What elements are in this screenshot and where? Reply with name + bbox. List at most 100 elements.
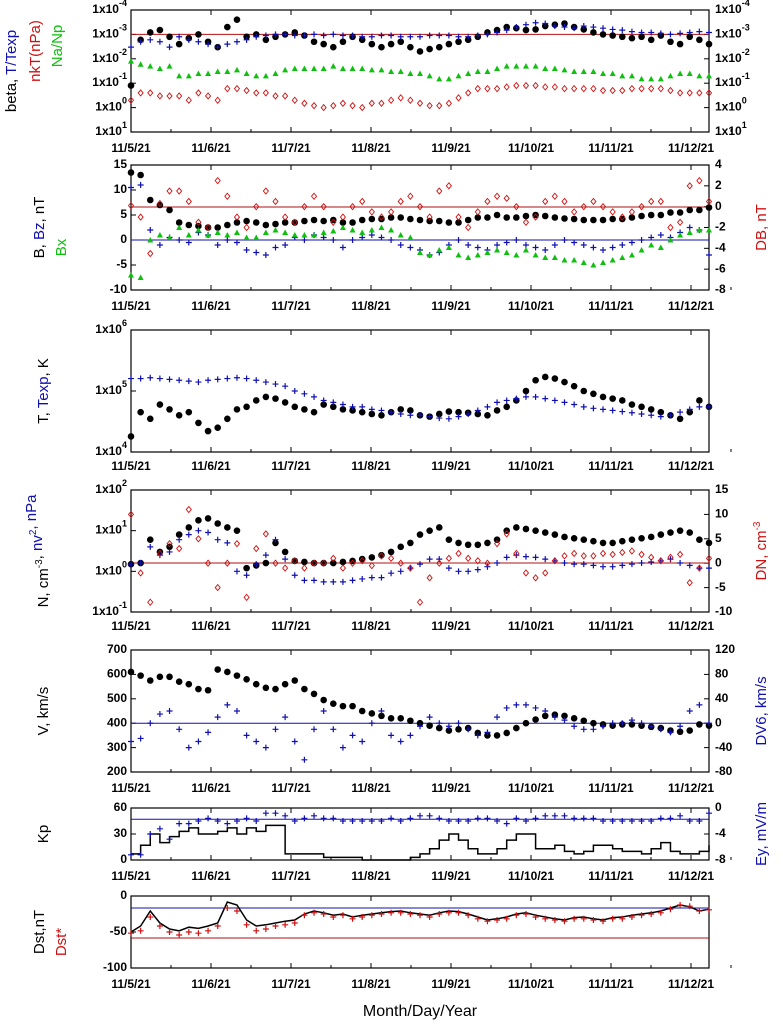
data-point xyxy=(638,75,645,82)
data-point xyxy=(397,559,404,567)
data-point xyxy=(195,930,202,937)
data-point xyxy=(281,399,289,406)
data-point xyxy=(330,218,337,226)
data-point xyxy=(590,84,597,93)
data-point xyxy=(561,66,568,73)
y-tick-label: 1x10-1 xyxy=(92,600,127,618)
data-point xyxy=(378,708,385,714)
data-point xyxy=(676,209,684,216)
data-point xyxy=(676,415,684,423)
data-point xyxy=(282,92,289,100)
data-point xyxy=(281,219,289,226)
data-point xyxy=(484,411,491,419)
data-point xyxy=(176,544,183,553)
data-point xyxy=(561,560,568,567)
x-tick-label: 11/12/21 xyxy=(668,977,714,991)
data-point xyxy=(494,818,501,824)
data-point xyxy=(349,818,356,824)
y-tick-label: 30 xyxy=(114,826,128,840)
data-point xyxy=(426,556,433,563)
data-point xyxy=(542,569,549,577)
data-point xyxy=(542,254,549,260)
data-point xyxy=(147,720,154,727)
data-point xyxy=(561,197,568,206)
data-point xyxy=(387,40,395,48)
data-point xyxy=(580,259,587,265)
data-point xyxy=(455,413,462,420)
data-point xyxy=(445,32,452,39)
data-point xyxy=(204,223,212,232)
data-point xyxy=(262,744,269,751)
data-point xyxy=(522,569,530,577)
data-point xyxy=(243,234,250,240)
data-point xyxy=(368,227,375,233)
data-point xyxy=(474,566,481,573)
data-point xyxy=(311,726,318,733)
data-point xyxy=(146,196,154,204)
data-point xyxy=(580,536,588,543)
data-point xyxy=(465,410,472,417)
data-point xyxy=(195,227,202,233)
data-point xyxy=(359,234,366,241)
data-point xyxy=(291,96,298,104)
data-point xyxy=(561,20,568,27)
x-tick-label: 11/5/21 xyxy=(111,459,151,473)
data-point xyxy=(397,406,405,413)
y-tick-label-right: -80 xyxy=(715,764,733,778)
data-point xyxy=(368,720,375,727)
x-tick-label: 11/11/21 xyxy=(588,141,634,155)
data-point xyxy=(358,216,366,224)
data-point xyxy=(628,239,635,246)
data-point xyxy=(464,216,472,224)
x-tick-label: 11/5/21 xyxy=(111,619,151,633)
data-point xyxy=(195,89,202,97)
data-point xyxy=(532,704,539,711)
x-tick-label: 11/6/21 xyxy=(191,619,231,633)
data-point xyxy=(262,36,270,44)
data-point xyxy=(243,375,250,382)
x-tick-label: 11/11/21 xyxy=(588,781,634,795)
data-point xyxy=(696,536,703,543)
data-point xyxy=(214,229,221,235)
data-point xyxy=(686,89,693,97)
data-point xyxy=(696,72,703,79)
y-tick-label: 1x10-1 xyxy=(92,72,127,90)
data-point xyxy=(532,244,539,251)
y-tick-label: -10 xyxy=(110,282,128,296)
data-point xyxy=(436,101,443,110)
data-point xyxy=(686,818,693,824)
data-point xyxy=(397,715,405,722)
data-point xyxy=(204,559,212,567)
plot-frame xyxy=(130,895,710,969)
data-point xyxy=(522,212,530,220)
data-point xyxy=(407,815,414,822)
y-tick-label-right: 1x10-2 xyxy=(715,47,750,65)
y-tick-label: 0 xyxy=(120,888,127,902)
y-axis-label: Dst,nT xyxy=(31,910,48,954)
data-point xyxy=(532,393,539,400)
data-point xyxy=(580,552,587,560)
panel-p7: 0 -50 -100 Dst,nT Dst* 11/5/21 11/6/21 11/7/21 1… xyxy=(31,888,732,991)
data-point xyxy=(195,535,202,543)
data-point xyxy=(474,84,481,93)
data-point xyxy=(619,86,626,95)
data-point xyxy=(282,242,289,248)
data-point xyxy=(561,812,568,819)
data-point xyxy=(291,403,299,411)
data-point xyxy=(561,378,568,386)
data-point xyxy=(522,818,529,824)
data-point xyxy=(272,559,279,567)
data-point xyxy=(195,685,202,693)
data-point xyxy=(426,527,433,534)
data-point xyxy=(127,169,135,176)
x-tick-label: 11/5/21 xyxy=(111,977,151,991)
data-point xyxy=(195,738,202,745)
data-point xyxy=(609,208,616,216)
data-point xyxy=(561,24,568,31)
data-point xyxy=(262,32,269,39)
series-3 xyxy=(128,58,712,82)
data-point xyxy=(387,214,395,221)
data-point xyxy=(638,818,645,824)
data-point xyxy=(513,81,520,90)
x-tick-label: 11/10/21 xyxy=(508,619,554,633)
